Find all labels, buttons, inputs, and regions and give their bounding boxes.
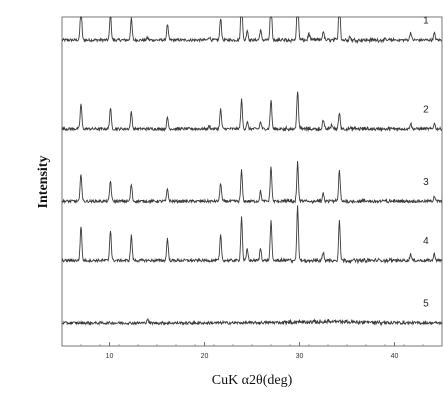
series-layer bbox=[61, 16, 443, 327]
xrd-series-4 bbox=[61, 205, 443, 265]
xrd-series-3 bbox=[61, 160, 443, 205]
series-label-3: 3 bbox=[423, 177, 429, 188]
x-axis-label: CuK α2θ(deg) bbox=[212, 373, 293, 388]
xrd-series-2 bbox=[61, 91, 443, 133]
x-tick-label: 40 bbox=[391, 353, 399, 360]
x-tick-label: 20 bbox=[201, 353, 209, 360]
xrd-series-5 bbox=[61, 317, 443, 327]
series-label-2: 2 bbox=[423, 104, 429, 115]
x-tick-label: 30 bbox=[296, 353, 304, 360]
series-label-4: 4 bbox=[423, 236, 429, 247]
x-tick-label: 10 bbox=[106, 353, 114, 360]
series-label-1: 1 bbox=[423, 16, 429, 27]
series-labels: 1 2 3 4 5 bbox=[423, 16, 429, 310]
plot-frame bbox=[61, 16, 443, 347]
xrd-series-1 bbox=[61, 16, 443, 44]
series-label-5: 5 bbox=[423, 299, 429, 310]
x-axis-ticks: 10 20 30 40 bbox=[61, 342, 443, 360]
y-axis-label: Intensity bbox=[36, 156, 51, 209]
